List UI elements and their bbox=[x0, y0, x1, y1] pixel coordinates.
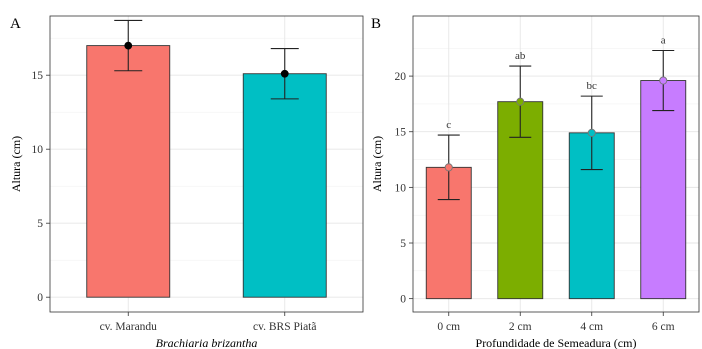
y-tick-label: 10 bbox=[32, 144, 44, 156]
y-tick-label: 15 bbox=[32, 70, 44, 82]
bar bbox=[242, 73, 327, 298]
significance-letter: c bbox=[446, 119, 451, 131]
panel-letter: A bbox=[10, 16, 21, 32]
y-axis: 0 5 10 15 20 bbox=[395, 71, 413, 306]
y-axis-title: Altura (cm) bbox=[9, 136, 23, 192]
error-bars: c ab bc a bbox=[437, 34, 675, 201]
mean-point bbox=[124, 41, 133, 50]
y-tick-label: 0 bbox=[37, 292, 43, 304]
plot-frame bbox=[412, 15, 700, 313]
mean-point bbox=[659, 76, 668, 85]
x-axis: cv. Marandu cv. BRS Piatã bbox=[100, 312, 316, 333]
significance-letter: a bbox=[661, 34, 666, 46]
mean-point bbox=[587, 128, 596, 137]
y-tick-label: 15 bbox=[395, 127, 407, 139]
bar bbox=[640, 80, 687, 300]
x-axis-title: Profundidade de Semeadura (cm) bbox=[476, 336, 637, 349]
x-tick-label: 4 cm bbox=[580, 321, 603, 333]
panel-a: A 0 5 10 15 cv. Marandu cv. BRS Piatã Altura (c… bbox=[9, 15, 364, 349]
y-axis-title: Altura (cm) bbox=[370, 136, 384, 192]
plot-frame bbox=[49, 15, 364, 313]
bars bbox=[86, 45, 327, 298]
y-tick-label: 5 bbox=[37, 218, 43, 230]
y-axis: 0 5 10 15 bbox=[32, 70, 50, 304]
x-tick-label: 0 cm bbox=[437, 321, 460, 333]
significance-letter: bc bbox=[587, 80, 598, 92]
bar bbox=[86, 45, 171, 298]
error-bars bbox=[114, 19, 299, 100]
x-tick-label: 6 cm bbox=[652, 321, 675, 333]
x-axis-title: Brachiaria brizantha bbox=[156, 336, 258, 349]
x-tick-label: cv. BRS Piatã bbox=[253, 321, 316, 333]
y-tick-label: 10 bbox=[395, 182, 407, 194]
x-tick-label: cv. Marandu bbox=[100, 321, 158, 333]
panel-b: Bc ab bc a 0 5 10 15 20 0 cm 2 cm 4 cm 6 cm Altura (c… bbox=[370, 15, 700, 349]
bars bbox=[425, 80, 687, 300]
y-tick-label: 20 bbox=[395, 71, 407, 83]
y-tick-label: 5 bbox=[400, 238, 406, 250]
mean-point bbox=[444, 163, 453, 172]
x-tick-label: 2 cm bbox=[509, 321, 532, 333]
mean-point bbox=[516, 97, 525, 106]
significance-letter: ab bbox=[515, 50, 526, 62]
panel-letter: B bbox=[371, 16, 381, 32]
x-axis: 0 cm 2 cm 4 cm 6 cm bbox=[437, 312, 675, 333]
y-tick-label: 0 bbox=[400, 294, 406, 306]
mean-point bbox=[280, 69, 289, 78]
